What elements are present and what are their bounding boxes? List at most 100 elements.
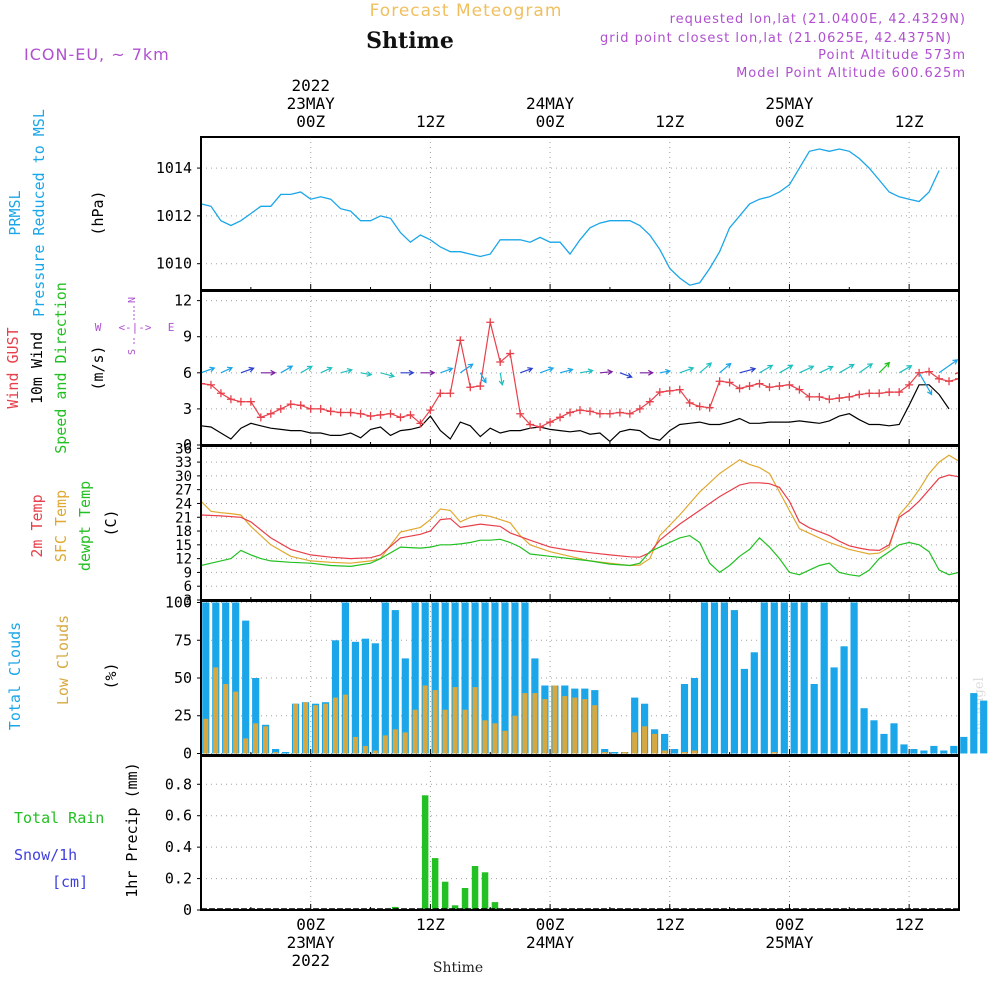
location-title: Shtime xyxy=(366,28,454,54)
low-cloud-bar xyxy=(382,735,388,754)
total-cloud-bar xyxy=(441,602,449,754)
gust-marker xyxy=(386,409,395,418)
total-cloud-bar xyxy=(471,602,479,754)
pressure-ytick-label: 1010 xyxy=(156,255,192,273)
gust-marker xyxy=(296,401,305,410)
gust-marker xyxy=(556,413,565,422)
precip-ytick-label: 0.6 xyxy=(165,807,192,825)
top-time-label-2: 00Z xyxy=(296,112,325,131)
total-cloud-bar xyxy=(770,602,778,754)
gust-marker xyxy=(615,408,624,417)
rain-bar xyxy=(431,858,439,910)
gust-marker xyxy=(595,409,604,418)
point-altitude: Point Altitude 573m xyxy=(818,48,966,63)
rain-bar xyxy=(421,795,429,910)
rain-bar xyxy=(451,905,459,910)
total-cloud-bar xyxy=(431,602,439,754)
gust-marker xyxy=(855,390,864,399)
total-cloud-bar xyxy=(920,750,928,754)
total-cloud-bar xyxy=(970,693,978,754)
gust-marker xyxy=(276,404,285,413)
wind-ytick-label: 3 xyxy=(183,400,192,418)
gust-marker xyxy=(226,395,235,404)
low-cloud-bar xyxy=(332,697,338,754)
wind-direction-arrow xyxy=(479,372,487,384)
low-cloud-bar xyxy=(203,718,209,754)
low-cloud-bar xyxy=(602,752,608,754)
low-cloud-bar xyxy=(582,699,588,754)
low-cloud-bar xyxy=(512,715,518,754)
low-cloud-bar xyxy=(223,684,229,754)
total-cloud-bar xyxy=(491,602,499,754)
wind-direction-arrow xyxy=(779,364,794,374)
total-cloud-bar xyxy=(661,733,669,754)
grid-layer xyxy=(201,137,959,911)
gust-marker xyxy=(366,412,375,421)
grid-point: grid point closest lon,lat (21.0625E, 42… xyxy=(600,31,952,46)
wind-direction-arrow xyxy=(918,372,933,396)
temperature-ytick-label: 6 xyxy=(184,579,192,595)
wind-direction-arrow xyxy=(519,367,534,374)
temperature-ytick-label: 18 xyxy=(175,524,192,540)
bottom-time-label-2: 2022 xyxy=(291,951,330,970)
wind-direction-arrow xyxy=(799,365,815,374)
temperature-ytick-label: 33 xyxy=(175,455,192,471)
wind-ytick-label: 12 xyxy=(174,292,192,310)
rain-bar xyxy=(481,872,489,910)
total-cloud-bar xyxy=(780,602,788,754)
gust-marker xyxy=(456,336,465,345)
low-cloud-bar xyxy=(771,752,777,754)
rain-bar xyxy=(491,902,499,910)
pressure-ylabel-0: PRMSL xyxy=(6,190,24,235)
wind-direction-arrow xyxy=(599,369,614,375)
gust-marker xyxy=(635,404,644,413)
compass-south: S xyxy=(127,349,138,355)
total-cloud-bar xyxy=(690,678,699,754)
temp-unit: (C) xyxy=(102,509,120,536)
gust-marker xyxy=(825,395,834,404)
total-cloud-bar xyxy=(750,652,758,754)
wind-direction-arrow xyxy=(699,362,713,374)
wind-direction-arrow xyxy=(679,366,695,374)
total-cloud-bar xyxy=(810,684,818,754)
compass-east: E xyxy=(168,321,175,334)
footer-location: Shtime xyxy=(433,960,483,976)
total-cloud-bar xyxy=(671,749,679,754)
low-cloud-bar xyxy=(402,732,408,754)
gust-marker xyxy=(685,398,694,407)
rain-bar xyxy=(471,866,479,910)
gust-marker xyxy=(625,409,634,418)
total-cloud-bar xyxy=(371,643,379,754)
gust-marker xyxy=(476,382,485,391)
total-cloud-bar xyxy=(222,602,230,754)
temperature-ytick-label: 24 xyxy=(175,496,192,512)
total-cloud-bar xyxy=(451,602,459,754)
gust-marker xyxy=(725,378,734,387)
dewpt-line xyxy=(201,534,959,577)
gust-marker xyxy=(426,406,435,415)
bottom-time-label-0: 12Z xyxy=(655,915,684,934)
top-time-label-0: 12Z xyxy=(416,112,445,131)
gust-marker xyxy=(206,380,215,389)
wind-direction-arrow xyxy=(539,366,555,374)
low-cloud-bar xyxy=(562,696,568,754)
wind-direction-arrow xyxy=(719,362,732,374)
total-cloud-bar xyxy=(272,749,280,754)
low-cloud-bar xyxy=(352,736,358,754)
total-cloud-bar xyxy=(710,602,719,754)
gust-marker xyxy=(845,392,854,401)
low-cloud-bar xyxy=(492,723,498,754)
total-cloud-bar xyxy=(950,745,958,754)
gust-marker xyxy=(815,392,824,401)
wind-direction-arrow xyxy=(559,367,574,374)
temperature-ytick-label: 9 xyxy=(184,565,192,581)
bottom-time-label-1: 24MAY xyxy=(526,933,575,952)
gust-marker xyxy=(705,403,714,412)
gust-marker xyxy=(516,409,525,418)
pressure-ytick-label: 1014 xyxy=(156,159,192,177)
precip-left-label-0: Total Rain xyxy=(14,809,104,827)
total-cloud-bar xyxy=(401,658,409,754)
rain-bar xyxy=(441,881,449,910)
total-cloud-bar xyxy=(800,602,808,754)
gust-marker xyxy=(286,400,295,409)
